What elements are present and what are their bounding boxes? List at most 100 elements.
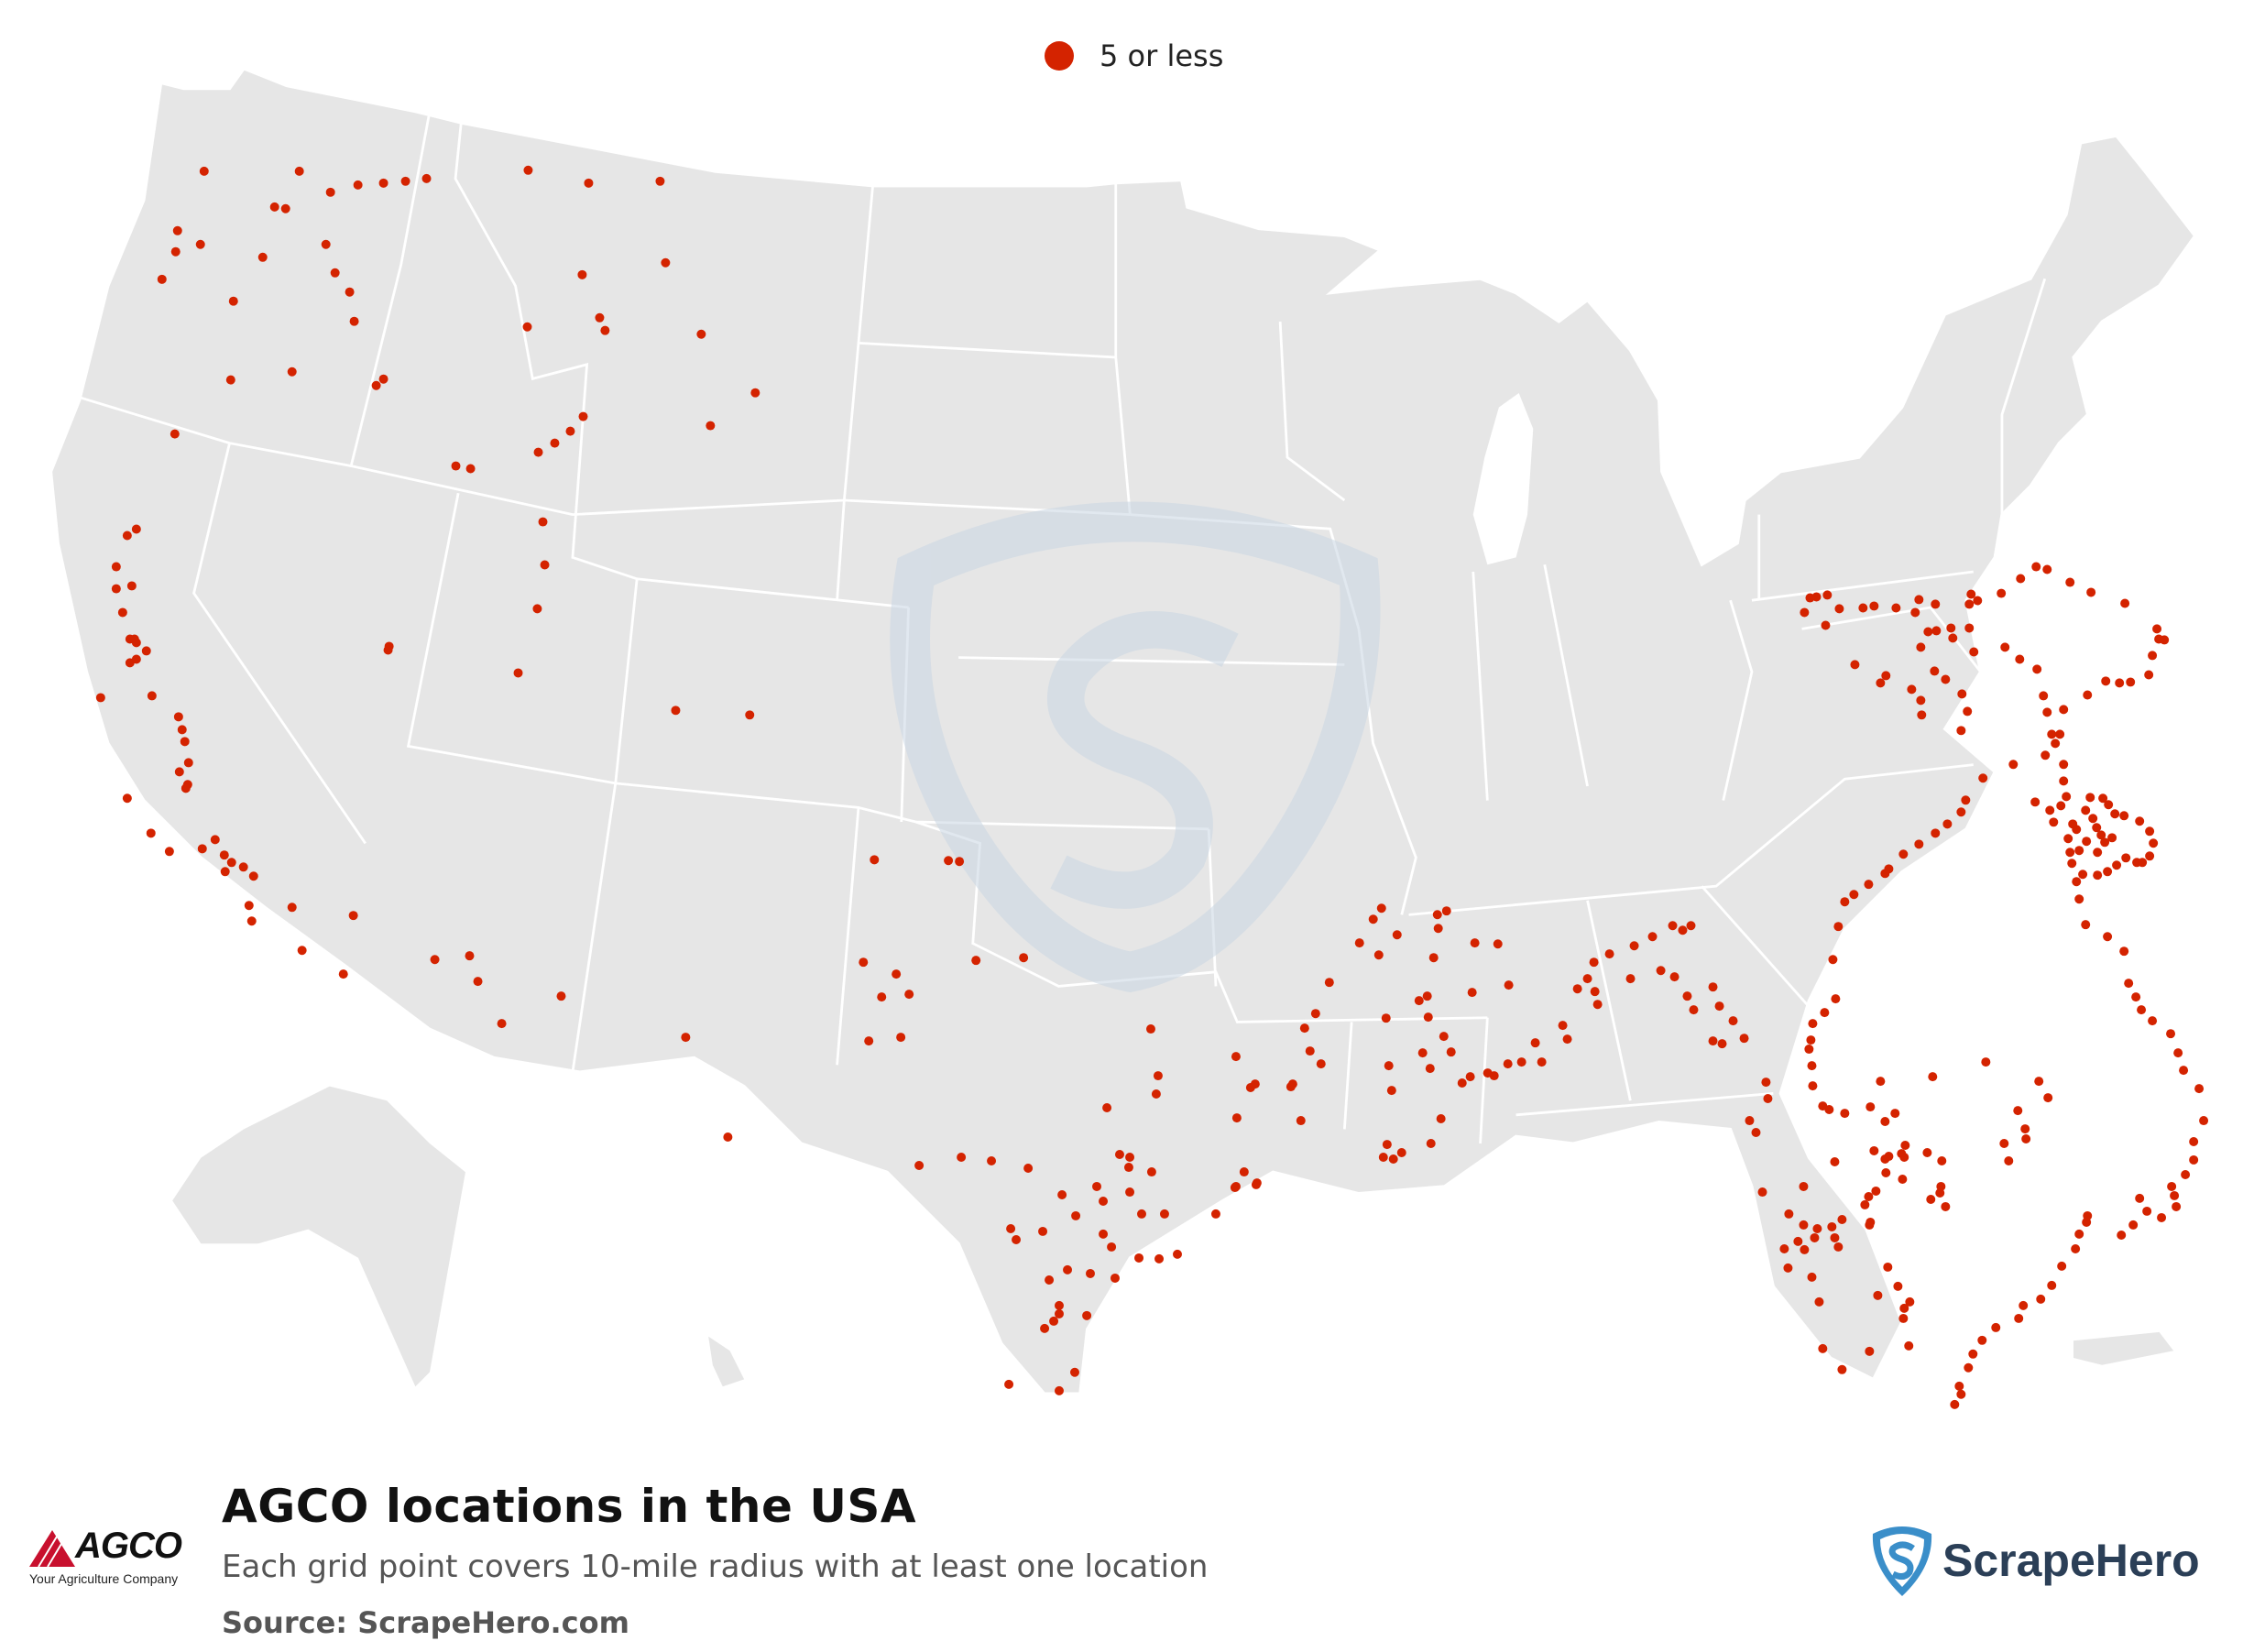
location-point (1942, 819, 1953, 829)
location-point (2059, 776, 2069, 786)
location-point (1837, 1215, 1847, 1224)
location-point (565, 426, 575, 436)
location-point (1739, 1034, 1749, 1044)
location-point (219, 850, 229, 860)
location-point (2172, 1201, 2182, 1211)
location-point (1917, 710, 1927, 720)
location-point (2021, 1134, 2031, 1143)
scrapehero-shield-icon (1872, 1526, 1932, 1596)
location-point (2088, 814, 2098, 824)
location-point (2100, 837, 2110, 848)
location-point (2199, 1116, 2209, 1126)
location-point (944, 856, 954, 866)
location-point (1937, 1156, 1947, 1166)
location-point (1038, 1226, 1048, 1236)
location-point (238, 862, 248, 872)
location-point (2032, 664, 2042, 674)
location-point (465, 464, 476, 474)
location-point (1833, 922, 1844, 932)
location-point (349, 316, 359, 326)
location-point (1907, 684, 1917, 695)
location-point (257, 252, 268, 262)
location-point (595, 312, 605, 323)
location-point (1818, 1101, 1828, 1111)
location-point (2107, 833, 2117, 843)
location-point (1981, 1057, 1991, 1067)
location-point (2036, 1294, 2046, 1304)
location-point (1305, 1046, 1315, 1056)
location-point (497, 1019, 507, 1029)
location-point (1714, 1001, 1724, 1012)
location-point (1899, 1303, 1909, 1313)
location-point (1784, 1209, 1794, 1219)
location-point (1558, 1021, 1568, 1031)
location-point (1382, 1140, 1392, 1150)
location-point (1858, 603, 1868, 613)
location-point (2135, 816, 2145, 826)
location-point (2013, 1106, 2023, 1116)
location-point (1146, 1167, 1156, 1177)
location-point (1668, 921, 1678, 931)
location-point (246, 916, 257, 926)
location-point (1891, 603, 1901, 613)
location-point (1850, 660, 1860, 670)
agco-triangle-icon (29, 1530, 75, 1568)
location-point (2145, 826, 2155, 837)
location-point (2039, 691, 2049, 701)
location-point (378, 374, 388, 384)
location-point (1864, 1192, 1874, 1202)
location-point (2051, 738, 2061, 749)
location-point (1830, 1156, 1840, 1166)
location-point (1807, 1272, 1817, 1282)
location-point (1629, 941, 1639, 951)
location-point (131, 524, 141, 534)
location-point (1368, 914, 1378, 924)
location-point (1871, 1186, 1881, 1196)
location-point (1849, 890, 1859, 900)
location-point (2072, 825, 2082, 835)
location-point (2096, 830, 2106, 840)
location-point (1973, 596, 1983, 606)
location-point (1936, 1181, 1946, 1191)
location-point (696, 329, 706, 339)
location-point (1019, 953, 1029, 963)
location-point (1922, 1147, 1932, 1157)
location-point (1812, 1223, 1822, 1233)
location-point (513, 668, 523, 678)
location-point (174, 767, 184, 777)
location-point (1562, 1034, 1572, 1045)
location-point (1833, 1242, 1844, 1252)
location-point (1930, 666, 1940, 676)
scrapehero-wordmark: ScrapeHero (1942, 1535, 2200, 1586)
location-point (1991, 1322, 2001, 1332)
location-point (2062, 792, 2072, 802)
location-point (1145, 1024, 1155, 1034)
location-point (987, 1156, 997, 1166)
location-point (197, 844, 207, 854)
location-point (550, 438, 560, 448)
location-point (1433, 924, 1443, 934)
location-point (1592, 1000, 1603, 1010)
location-point (1793, 1236, 1803, 1246)
location-point (177, 725, 187, 735)
location-point (1904, 1340, 1914, 1351)
location-point (1110, 1273, 1120, 1283)
location-point (2047, 729, 2057, 739)
location-point (1153, 1071, 1163, 1081)
location-point (2042, 707, 2052, 717)
location-point (2074, 894, 2084, 904)
location-point (1503, 1059, 1513, 1069)
location-point (2166, 1029, 2176, 1039)
location-point (2149, 838, 2159, 848)
location-point (297, 946, 307, 956)
location-point (280, 203, 290, 213)
location-point (1779, 1243, 1789, 1253)
location-point (661, 257, 671, 268)
location-point (1530, 1038, 1540, 1048)
location-point (955, 857, 965, 867)
location-point (1804, 1045, 1814, 1055)
location-point (1818, 1343, 1828, 1353)
location-point (1373, 950, 1384, 960)
location-point (1898, 1175, 1908, 1184)
location-point (1125, 1152, 1135, 1162)
